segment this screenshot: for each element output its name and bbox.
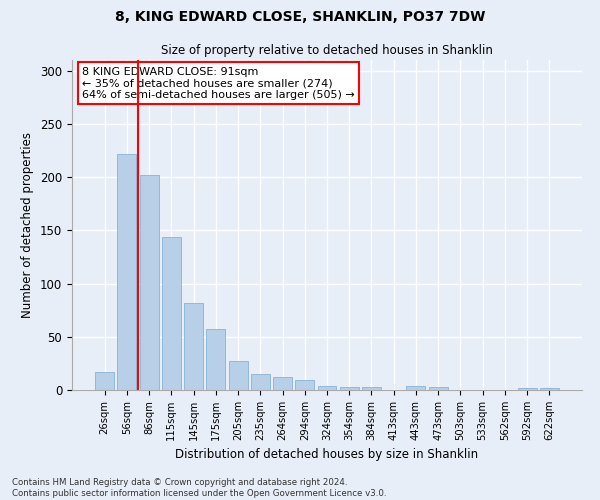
Title: Size of property relative to detached houses in Shanklin: Size of property relative to detached ho… bbox=[161, 44, 493, 58]
Bar bbox=[206, 330, 225, 390]
Bar bbox=[540, 388, 559, 390]
X-axis label: Distribution of detached houses by size in Shanklin: Distribution of detached houses by size … bbox=[175, 448, 479, 462]
Text: 8 KING EDWARD CLOSE: 91sqm
← 35% of detached houses are smaller (274)
64% of sem: 8 KING EDWARD CLOSE: 91sqm ← 35% of deta… bbox=[82, 66, 355, 100]
Bar bbox=[162, 236, 181, 390]
Bar bbox=[184, 302, 203, 390]
Bar bbox=[429, 387, 448, 390]
Bar bbox=[118, 154, 136, 390]
Bar bbox=[95, 372, 114, 390]
Bar bbox=[362, 387, 381, 390]
Bar bbox=[295, 380, 314, 390]
Y-axis label: Number of detached properties: Number of detached properties bbox=[22, 132, 34, 318]
Bar bbox=[251, 374, 270, 390]
Bar bbox=[317, 386, 337, 390]
Bar bbox=[273, 377, 292, 390]
Bar bbox=[229, 362, 248, 390]
Text: Contains HM Land Registry data © Crown copyright and database right 2024.
Contai: Contains HM Land Registry data © Crown c… bbox=[12, 478, 386, 498]
Bar bbox=[518, 388, 536, 390]
Bar bbox=[406, 386, 425, 390]
Bar bbox=[140, 175, 158, 390]
Bar bbox=[340, 387, 359, 390]
Text: 8, KING EDWARD CLOSE, SHANKLIN, PO37 7DW: 8, KING EDWARD CLOSE, SHANKLIN, PO37 7DW bbox=[115, 10, 485, 24]
